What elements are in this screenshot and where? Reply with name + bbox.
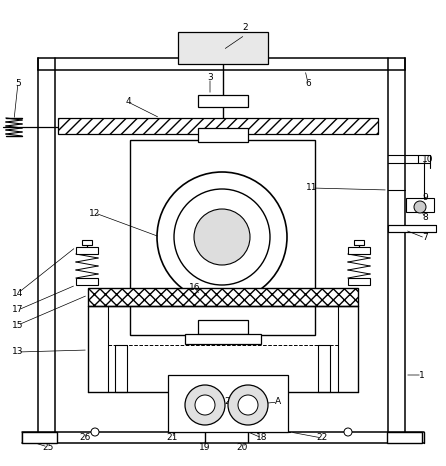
Bar [388,225,436,232]
Text: 25: 25 [42,443,54,452]
Bar [22,432,57,443]
Bar [76,247,98,254]
Bar [185,334,261,344]
Circle shape [157,172,287,302]
Text: 18: 18 [256,433,268,443]
Circle shape [91,428,99,436]
Bar [178,32,268,64]
Text: 17: 17 [12,306,24,315]
Circle shape [194,209,250,265]
Text: 20: 20 [236,443,248,452]
Bar [348,247,370,254]
Text: 10: 10 [422,156,434,164]
Text: 3: 3 [207,74,213,82]
Text: 16: 16 [189,283,201,293]
Bar [348,278,370,285]
Circle shape [174,189,270,285]
Text: 28: 28 [224,397,235,406]
Text: 11: 11 [306,184,318,192]
Text: 4: 4 [125,97,131,107]
Text: 22: 22 [316,433,328,443]
Circle shape [195,395,215,415]
Bar [88,288,358,306]
Text: A: A [275,397,281,406]
Text: 2: 2 [242,23,248,33]
Text: 15: 15 [12,321,24,329]
Bar [198,95,248,107]
Text: 1: 1 [419,370,425,379]
Circle shape [228,385,268,425]
Bar [76,278,98,285]
Bar [354,240,364,245]
Circle shape [238,395,258,415]
Text: 14: 14 [12,288,24,297]
Bar [130,140,315,335]
Bar [58,118,378,134]
Circle shape [414,201,426,213]
Text: 6: 6 [305,78,311,88]
Text: 26: 26 [79,433,91,443]
Bar [387,432,422,443]
Text: 19: 19 [199,443,211,452]
Text: 13: 13 [12,348,24,356]
Circle shape [344,428,352,436]
Bar [198,128,248,142]
Bar [406,198,434,212]
Text: 27: 27 [186,397,198,406]
Text: 9: 9 [422,193,428,203]
Text: 8: 8 [422,213,428,222]
Text: 7: 7 [422,233,428,242]
Bar [168,375,288,432]
Circle shape [185,385,225,425]
Bar [82,240,92,245]
Text: 5: 5 [15,78,21,88]
Bar [198,320,248,334]
Text: 12: 12 [89,208,101,218]
Text: 21: 21 [166,433,178,443]
